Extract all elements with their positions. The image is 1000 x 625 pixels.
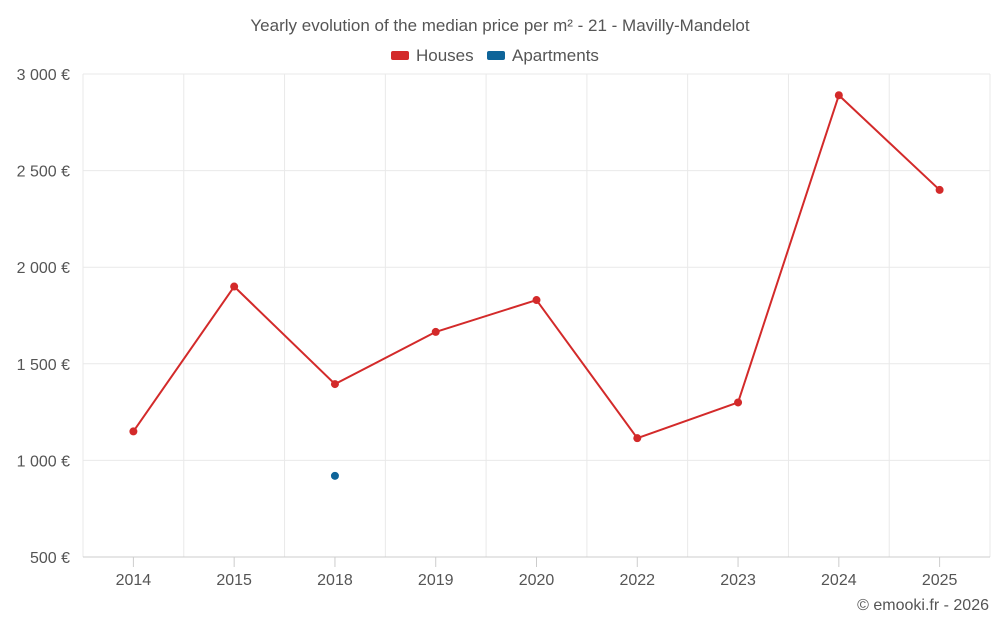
y-tick-label: 2 500 € [17,164,70,181]
y-tick-label: 1 000 € [17,453,70,470]
y-tick-label: 3 000 € [17,67,70,84]
data-point-houses[interactable] [330,380,339,389]
data-point-houses[interactable] [935,185,944,194]
y-gridlines [83,73,990,461]
chart-title: Yearly evolution of the median price per… [250,16,749,35]
y-axis-labels: 500 € 1 000 € 1 500 € 2 000 € 2 500 € 3 000 € [17,67,70,567]
x-tick-label: 2018 [317,572,353,589]
data-point-apartments[interactable] [330,471,339,480]
x-axis-labels: 2014 2015 2018 2019 2020 2022 2023 2024 2025 [116,557,958,589]
legend[interactable]: Houses Apartments [391,46,599,65]
data-point-houses[interactable] [129,427,138,436]
legend-label-apartments: Apartments [512,46,599,65]
series-layer [129,91,944,480]
data-point-houses[interactable] [230,282,239,291]
y-tick-label: 1 500 € [17,357,70,374]
legend-item-houses[interactable]: Houses [391,46,474,65]
x-tick-label: 2014 [116,572,152,589]
x-tick-label: 2024 [821,572,857,589]
x-tick-label: 2020 [519,572,555,589]
legend-swatch-apartments [487,51,505,60]
x-tick-label: 2025 [922,572,958,589]
legend-item-apartments[interactable]: Apartments [487,46,599,65]
legend-label-houses: Houses [416,46,474,65]
x-tick-label: 2019 [418,572,454,589]
data-point-houses[interactable] [734,398,743,407]
x-gridlines [82,74,991,557]
data-point-houses[interactable] [633,434,642,443]
y-tick-label: 500 € [30,550,70,567]
legend-swatch-houses [391,51,409,60]
y-tick-label: 2 000 € [17,260,70,277]
x-tick-label: 2023 [720,572,756,589]
data-point-houses[interactable] [431,327,440,336]
data-point-houses[interactable] [834,91,843,100]
x-tick-label: 2015 [216,572,252,589]
credit-text: © emooki.fr - 2026 [857,597,989,614]
x-tick-label: 2022 [619,572,655,589]
data-point-houses[interactable] [532,296,541,305]
